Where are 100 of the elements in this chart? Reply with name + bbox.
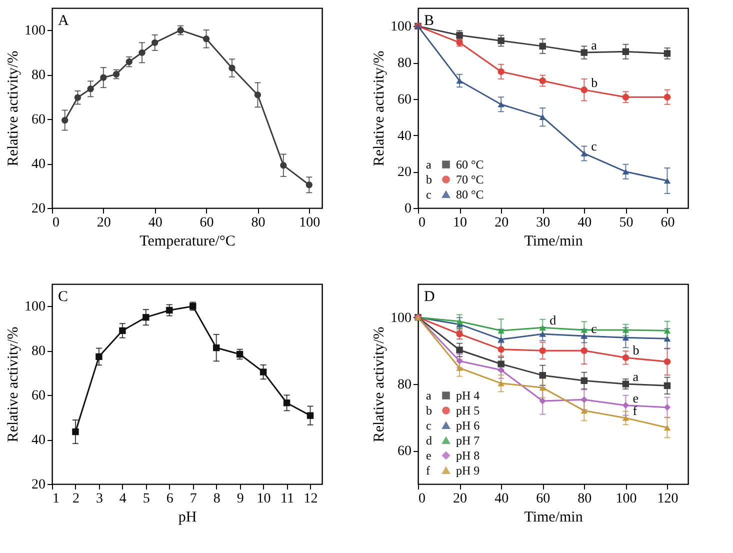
- point: [664, 94, 671, 100]
- annotation: A: [58, 13, 69, 29]
- point: [622, 48, 630, 55]
- x-tick-label: 60: [536, 492, 550, 506]
- point: [580, 150, 588, 156]
- y-axis-title: Relative activity/%: [372, 326, 388, 442]
- y-tick-label: 40: [32, 433, 46, 448]
- point: [280, 162, 287, 169]
- point: [580, 333, 588, 339]
- x-axis-title: Time/min: [524, 234, 584, 250]
- x-tick-label: 1: [52, 492, 60, 506]
- point: [456, 318, 463, 324]
- x-tick-label: 50: [619, 216, 634, 230]
- annotation: b: [632, 342, 640, 358]
- point: [498, 328, 504, 334]
- y-tick-label: 100: [24, 300, 46, 315]
- point: [664, 404, 671, 411]
- x-tick-label: 10: [453, 216, 468, 230]
- x-tick-label: 8: [213, 492, 220, 506]
- x-axis-title: Temperature/°C: [140, 234, 236, 250]
- point: [498, 37, 504, 44]
- legend-label: 80 °C: [456, 188, 484, 202]
- point: [283, 400, 290, 406]
- y-tick-label: 60: [32, 388, 46, 404]
- y-tick-label: 100: [24, 24, 46, 39]
- point: [498, 360, 504, 368]
- y-tick-label: 100: [390, 20, 412, 35]
- point: [539, 331, 546, 337]
- point: [622, 168, 630, 175]
- x-tick-label: 2: [72, 492, 80, 506]
- x-tick-label: 0: [418, 492, 426, 506]
- x-tick-label: 20: [453, 492, 468, 506]
- x-tick-label: 30: [536, 216, 550, 230]
- x-tick-label: 60: [660, 216, 675, 230]
- point: [456, 346, 463, 354]
- y-axis-title: Relative activity/%: [372, 50, 388, 166]
- text: c: [426, 418, 432, 432]
- point: [622, 334, 630, 341]
- y-tick-label: 60: [32, 112, 46, 128]
- point: [96, 353, 102, 360]
- point: [202, 36, 210, 42]
- x-tick-label: 9: [236, 492, 244, 506]
- point: [306, 412, 314, 419]
- y-tick-label: 40: [398, 128, 412, 144]
- point: [622, 402, 630, 409]
- annotation: D: [424, 289, 435, 305]
- annotation: C: [58, 289, 68, 305]
- y-tick-label: 20: [32, 478, 46, 492]
- point: [580, 377, 588, 384]
- point: [74, 94, 82, 101]
- point: [260, 368, 267, 376]
- point: [539, 114, 546, 120]
- point: [152, 39, 158, 46]
- x-tick-label: 40: [148, 216, 162, 230]
- legend-label: pH 9: [456, 464, 480, 478]
- text: a: [426, 388, 432, 402]
- point: [539, 372, 546, 379]
- legend-label: pH 4: [456, 388, 480, 402]
- point: [138, 49, 146, 56]
- point: [228, 64, 236, 72]
- y-tick-label: 20: [398, 165, 412, 180]
- y-tick-label: 40: [32, 157, 46, 172]
- point: [580, 396, 588, 404]
- x-tick-label: 20: [96, 216, 111, 230]
- point: [664, 50, 671, 57]
- y-axis-title: Relative activity/%: [6, 50, 22, 166]
- y-axis-title: Relative activity/%: [6, 326, 22, 442]
- y-tick-label: 80: [398, 56, 412, 72]
- y-tick-label: 100: [390, 310, 412, 326]
- text: b: [426, 404, 432, 418]
- x-axis-title: Time/min: [524, 510, 584, 526]
- x-tick-label: 120: [657, 492, 678, 506]
- point: [498, 68, 504, 75]
- text: d: [426, 434, 432, 448]
- point: [498, 346, 504, 353]
- annotation: f: [632, 403, 638, 418]
- point: [100, 74, 107, 81]
- text: c: [426, 188, 432, 202]
- x-tick-label: 100: [299, 216, 320, 230]
- point: [119, 327, 126, 334]
- annotation: a: [632, 369, 639, 384]
- point: [306, 182, 312, 188]
- point: [580, 86, 588, 94]
- point: [539, 347, 546, 354]
- x-tick-label: 40: [494, 492, 509, 506]
- point: [539, 77, 546, 84]
- point: [622, 415, 630, 421]
- x-tick-label: 3: [96, 492, 103, 506]
- x-tick-label: 100: [616, 492, 637, 506]
- point: [236, 350, 244, 358]
- annotation: b: [591, 74, 598, 90]
- point: [498, 336, 504, 342]
- y-tick-label: 80: [32, 344, 46, 360]
- point: [126, 58, 132, 66]
- point: [254, 92, 262, 98]
- text: e: [426, 448, 432, 462]
- x-tick-label: 80: [251, 216, 266, 230]
- point: [539, 324, 546, 331]
- point: [456, 78, 463, 84]
- legend-label: 60 °C: [456, 158, 484, 172]
